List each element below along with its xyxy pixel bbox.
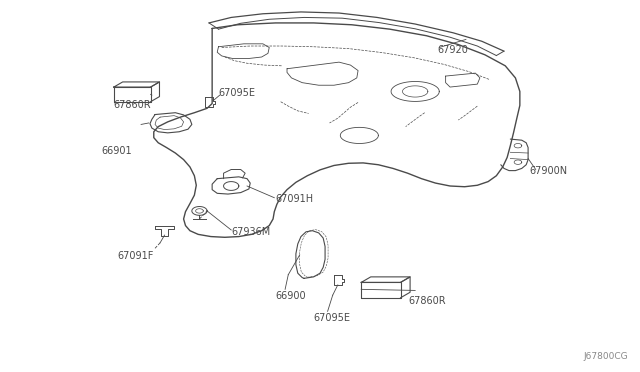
Text: 67095E: 67095E <box>218 87 255 97</box>
Text: 67091F: 67091F <box>117 251 154 262</box>
Text: 67860R: 67860R <box>409 296 447 307</box>
Text: 67860R: 67860R <box>114 100 152 110</box>
Text: 67091H: 67091H <box>276 194 314 204</box>
Text: 67095E: 67095E <box>314 313 351 323</box>
Text: 66901: 66901 <box>101 146 132 156</box>
Text: J67800CG: J67800CG <box>583 352 628 361</box>
Text: 67920: 67920 <box>437 45 468 55</box>
Text: 67900N: 67900N <box>529 166 568 176</box>
Text: 67936M: 67936M <box>231 227 271 237</box>
Text: 66900: 66900 <box>276 291 306 301</box>
